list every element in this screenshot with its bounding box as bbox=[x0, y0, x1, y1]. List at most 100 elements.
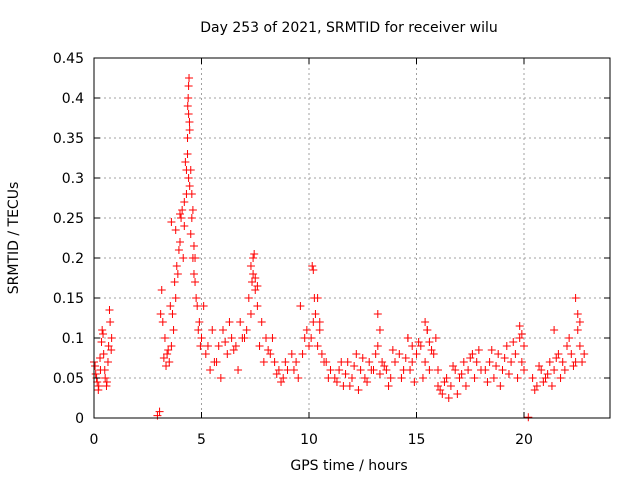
data-point bbox=[309, 266, 318, 274]
data-point bbox=[313, 294, 322, 302]
data-point bbox=[196, 342, 205, 350]
data-point bbox=[388, 346, 397, 354]
data-point bbox=[423, 326, 432, 334]
data-point bbox=[530, 386, 539, 394]
data-point bbox=[183, 102, 192, 110]
data-point bbox=[425, 338, 434, 346]
ticks-layer: 0 0.05 0.1 0.15 0.2 0.25 0.3 0.35 0.4 0.45 0 5 10 15 2… bbox=[53, 51, 610, 448]
data-point bbox=[500, 354, 509, 362]
data-point bbox=[185, 118, 194, 126]
data-point bbox=[545, 358, 554, 366]
data-point bbox=[234, 366, 243, 374]
data-point bbox=[244, 294, 253, 302]
data-point bbox=[412, 350, 421, 358]
data-point bbox=[192, 294, 201, 302]
data-point bbox=[100, 366, 109, 374]
data-point bbox=[199, 302, 208, 310]
data-point bbox=[563, 342, 571, 350]
data-point bbox=[543, 370, 552, 378]
data-point bbox=[509, 338, 518, 346]
data-point bbox=[242, 326, 251, 334]
data-point bbox=[186, 230, 195, 238]
data-point bbox=[391, 358, 399, 366]
y-tick-label: 0.1 bbox=[62, 331, 84, 347]
data-point bbox=[223, 350, 232, 358]
data-point bbox=[431, 334, 440, 342]
data-point bbox=[105, 306, 114, 314]
data-point bbox=[485, 358, 494, 366]
data-point bbox=[287, 350, 296, 358]
data-point bbox=[253, 282, 262, 290]
data-point bbox=[375, 326, 384, 334]
data-point bbox=[434, 382, 442, 390]
data-point bbox=[279, 374, 288, 382]
data-point bbox=[434, 366, 442, 374]
data-point bbox=[106, 318, 115, 326]
data-point bbox=[97, 338, 106, 346]
data-point bbox=[189, 242, 198, 250]
data-point bbox=[403, 334, 412, 342]
data-point bbox=[178, 206, 187, 214]
data-point bbox=[554, 350, 563, 358]
data-point bbox=[177, 214, 186, 222]
y-tick-label: 0.3 bbox=[62, 171, 84, 187]
data-point bbox=[201, 350, 210, 358]
data-point bbox=[166, 302, 175, 310]
data-point bbox=[539, 378, 548, 386]
data-point bbox=[176, 238, 184, 246]
data-point bbox=[250, 250, 259, 258]
data-point bbox=[238, 334, 247, 342]
x-tick-label: 10 bbox=[300, 432, 318, 448]
data-point bbox=[315, 326, 324, 334]
data-point bbox=[453, 390, 462, 398]
data-point bbox=[184, 174, 193, 182]
data-point bbox=[472, 358, 481, 366]
data-point bbox=[216, 374, 225, 382]
data-point bbox=[171, 226, 180, 234]
data-point bbox=[547, 382, 556, 390]
data-point bbox=[461, 382, 470, 390]
data-point bbox=[162, 362, 171, 370]
data-point bbox=[91, 362, 100, 370]
data-point bbox=[101, 374, 110, 382]
data-point bbox=[184, 94, 193, 102]
data-point bbox=[183, 134, 192, 142]
grid-layer bbox=[94, 58, 610, 418]
data-point bbox=[569, 362, 578, 370]
y-tick-label: 0.15 bbox=[53, 291, 84, 307]
data-point bbox=[345, 382, 354, 390]
data-point bbox=[103, 358, 112, 366]
data-point bbox=[171, 294, 180, 302]
data-point bbox=[173, 270, 182, 278]
data-point bbox=[183, 150, 192, 158]
data-point bbox=[489, 374, 498, 382]
data-point bbox=[305, 342, 313, 350]
data-point bbox=[289, 366, 298, 374]
data-point bbox=[219, 326, 227, 334]
data-point bbox=[197, 334, 206, 342]
data-point bbox=[408, 342, 417, 350]
y-axis-label: SRMTID / TECUs bbox=[6, 182, 22, 295]
data-point bbox=[93, 378, 102, 386]
data-point bbox=[397, 374, 406, 382]
data-point bbox=[167, 342, 176, 350]
data-point bbox=[221, 338, 230, 346]
data-point bbox=[337, 358, 346, 366]
data-point bbox=[571, 294, 580, 302]
data-point bbox=[264, 346, 273, 354]
data-point bbox=[513, 374, 522, 382]
x-tick-label: 20 bbox=[515, 432, 533, 448]
data-point bbox=[172, 262, 181, 270]
data-point bbox=[358, 354, 367, 362]
data-point bbox=[191, 278, 200, 286]
data-point bbox=[414, 338, 423, 346]
data-point bbox=[266, 350, 275, 358]
data-point bbox=[189, 270, 198, 278]
data-point bbox=[194, 326, 203, 334]
data-point bbox=[446, 382, 455, 390]
data-point bbox=[517, 330, 526, 338]
data-point bbox=[257, 318, 266, 326]
data-point bbox=[246, 310, 255, 318]
data-point bbox=[532, 382, 541, 390]
